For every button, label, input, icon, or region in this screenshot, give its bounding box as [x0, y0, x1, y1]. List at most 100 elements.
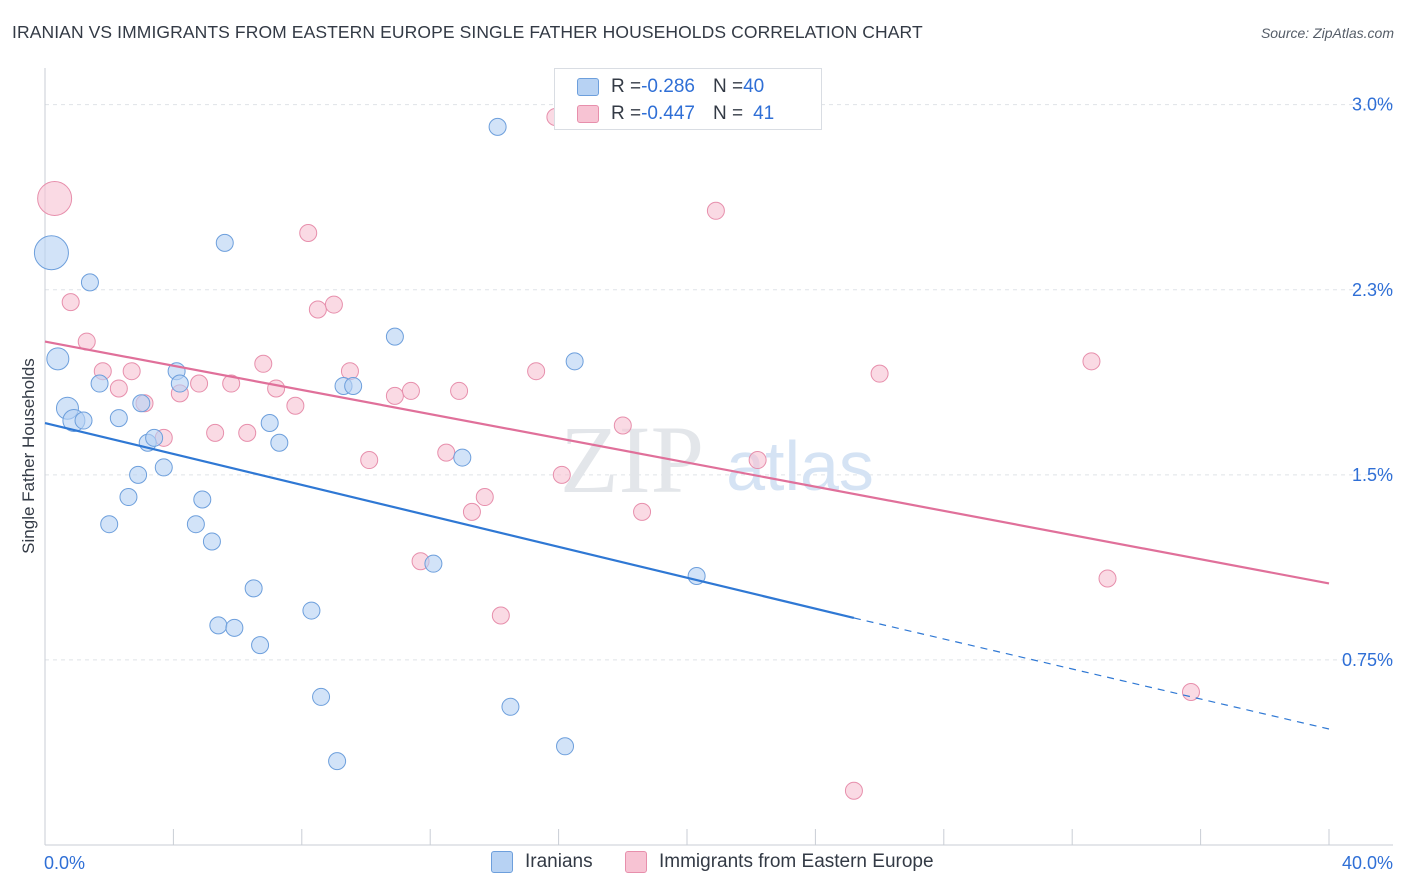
iranians-point	[556, 737, 575, 756]
immigrants-point	[527, 362, 546, 381]
legend-r-value: -0.447	[641, 103, 695, 124]
immigrants-point	[360, 451, 379, 470]
immigrants-point	[552, 465, 571, 484]
axes	[44, 68, 1393, 846]
immigrants-point	[748, 451, 767, 470]
iranians-point	[100, 515, 119, 534]
series-iranians-points	[33, 117, 706, 771]
iranians-trendline	[44, 421, 855, 620]
iranians-point	[80, 273, 99, 292]
bottom-legend-label-immigrants: Immigrants from Eastern Europe	[659, 851, 934, 872]
iranians-point	[244, 579, 263, 598]
legend-r-value: -0.286	[641, 76, 695, 97]
iranians-point	[215, 233, 234, 252]
immigrants-point	[61, 293, 80, 312]
immigrants-point	[475, 488, 494, 507]
immigrants-point	[491, 606, 510, 625]
iranians-point	[424, 554, 443, 573]
immigrants-point	[308, 300, 327, 319]
iranians-point	[186, 515, 205, 534]
iranians-point	[488, 117, 507, 136]
iranians-point	[170, 374, 189, 393]
legend-swatch-iranians	[577, 78, 599, 96]
iranians-point	[453, 448, 472, 467]
bottom-legend-swatch-iranians	[491, 851, 513, 873]
immigrants-point	[1082, 352, 1101, 371]
iranians-point	[225, 618, 244, 637]
immigrants-point	[633, 502, 652, 521]
iranians-point	[270, 433, 289, 452]
watermark: ZIP atlas	[560, 406, 874, 513]
source-label: Source: ZipAtlas.com	[1260, 25, 1394, 41]
y-tick-label: 1.5%	[1352, 465, 1393, 485]
iranians-point	[251, 636, 270, 655]
immigrants-point	[190, 374, 209, 393]
legend-r-label: R =	[611, 103, 642, 124]
immigrants-point	[254, 354, 273, 373]
grid-lines	[45, 104, 1393, 661]
x-tick-label-min: 0.0%	[44, 853, 85, 873]
immigrants-point	[324, 295, 343, 314]
iranians-point	[90, 374, 109, 393]
immigrants-point	[462, 502, 481, 521]
series-immigrants-points	[37, 108, 1200, 800]
immigrants-point	[450, 381, 469, 400]
immigrants-point	[613, 416, 632, 435]
iranians-point	[328, 752, 347, 771]
immigrants-point	[122, 362, 141, 381]
legend-row-immigrants: R = -0.447 N = 41	[577, 102, 774, 126]
iranians-point	[202, 532, 221, 551]
immigrants-point	[299, 224, 318, 242]
watermark-zip: ZIP	[560, 406, 704, 513]
iranians-trendline-extension	[853, 617, 1330, 730]
legend-n-label: N =	[712, 103, 744, 124]
iranians-point	[312, 687, 331, 706]
chart-title: IRANIAN VS IMMIGRANTS FROM EASTERN EUROP…	[12, 22, 923, 42]
iranians-point	[129, 465, 148, 484]
bottom-legend-label-iranians: Iranians	[525, 851, 593, 872]
x-tick-label-max: 40.0%	[1342, 853, 1393, 873]
immigrants-trendline	[44, 340, 1330, 585]
trendlines	[44, 340, 1330, 730]
y-axis-label: Single Father Households	[19, 358, 38, 554]
iranians-point	[154, 458, 173, 477]
bottom-legend-swatch-immigrants	[625, 851, 647, 873]
immigrants-point	[385, 386, 404, 405]
bottom-legend-iranians: Iranians	[491, 851, 593, 873]
immigrants-point	[1098, 569, 1117, 588]
x-ticks	[44, 829, 1330, 845]
iranians-point	[565, 352, 584, 371]
legend-swatch-immigrants	[577, 105, 599, 123]
immigrants-point	[437, 443, 456, 462]
immigrants-point	[238, 423, 257, 442]
iranians-point	[119, 488, 138, 507]
iranians-point	[344, 377, 363, 395]
iranians-point	[74, 411, 93, 430]
immigrants-point	[206, 423, 225, 442]
y-tick-label: 2.3%	[1352, 280, 1393, 300]
immigrants-point	[109, 379, 128, 398]
legend-n-value: 40	[743, 76, 765, 97]
immigrants-point	[267, 379, 286, 398]
legend-row-iranians: R = -0.286 N = 40	[577, 75, 764, 99]
y-tick-labels: 0.75% 1.5% 2.3% 3.0%	[1342, 95, 1393, 670]
immigrants-point	[37, 180, 73, 216]
immigrants-point	[401, 381, 420, 400]
y-tick-label: 0.75%	[1342, 650, 1393, 670]
legend-n-label: N =	[712, 76, 744, 97]
immigrants-point	[844, 781, 863, 800]
immigrants-point	[222, 374, 241, 393]
bottom-legend-immigrants: Immigrants from Eastern Europe	[625, 851, 934, 873]
iranians-point	[132, 394, 151, 413]
correlation-legend: R = -0.286 N = 40 R = -0.447 N = 41	[554, 68, 822, 130]
immigrants-point	[706, 201, 725, 220]
iranians-point	[501, 697, 520, 716]
iranians-point	[260, 414, 279, 433]
iranians-point	[209, 616, 228, 635]
legend-n-value: 41	[753, 103, 775, 124]
iranians-point	[109, 409, 128, 428]
iranians-point	[145, 428, 164, 447]
iranians-point	[193, 490, 212, 509]
iranians-point	[46, 347, 70, 371]
